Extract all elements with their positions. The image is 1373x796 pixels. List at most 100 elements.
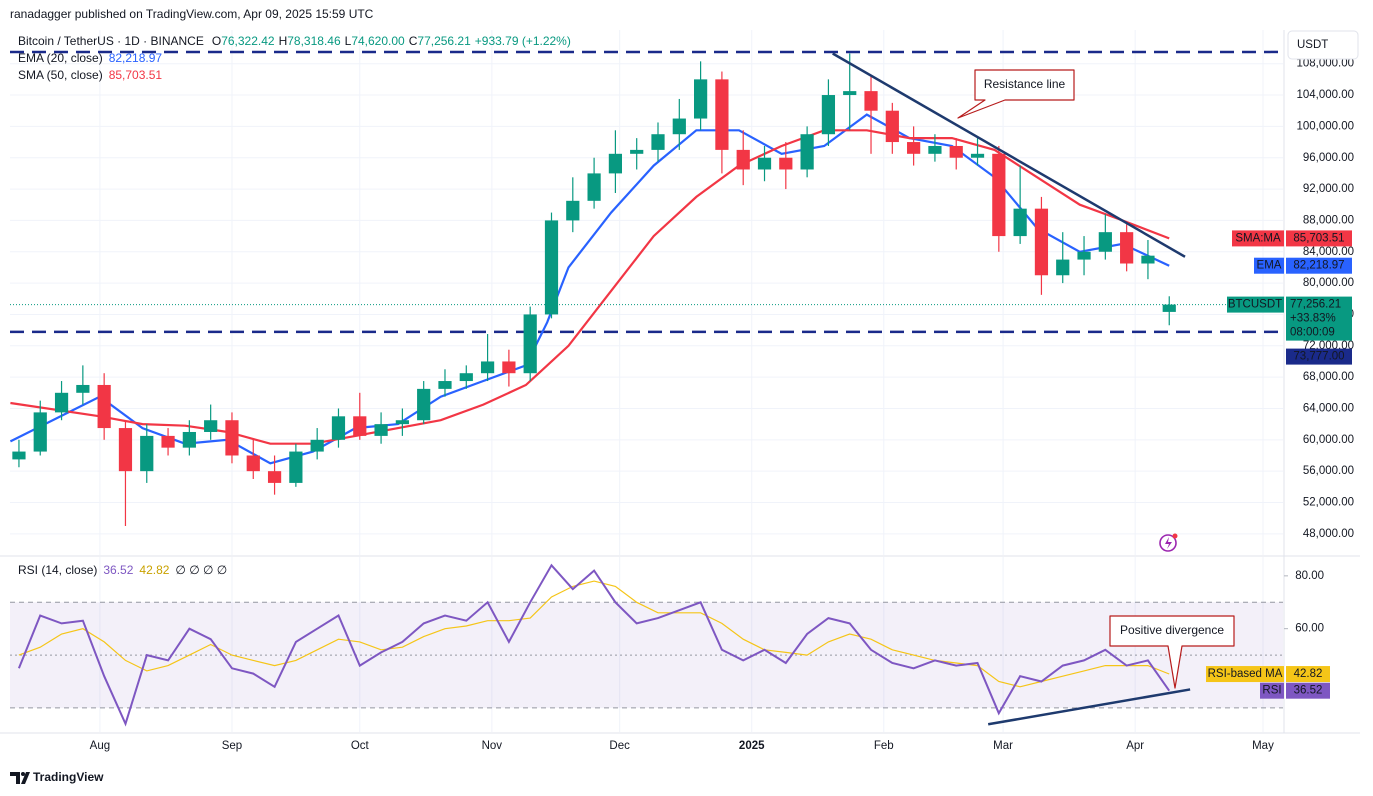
last-price-label-box bbox=[1227, 296, 1284, 313]
x-tick-label: Nov bbox=[482, 740, 503, 752]
rsi-legend-value: 42.82 bbox=[139, 563, 169, 577]
currency-label: USDT bbox=[1297, 39, 1328, 51]
indicator-value: 85,703.51 bbox=[109, 68, 163, 82]
y-tick-label: 64,000.00 bbox=[1303, 403, 1354, 415]
candle-body bbox=[438, 381, 452, 389]
candle-body bbox=[395, 420, 409, 425]
candle-body bbox=[630, 149, 644, 154]
ma-tag-label: SMA:MA bbox=[1235, 232, 1281, 244]
trend-line bbox=[987, 688, 1191, 726]
candle-body bbox=[225, 420, 239, 456]
candle-body bbox=[331, 416, 346, 440]
rsi-line bbox=[18, 580, 1170, 688]
x-tick-label: May bbox=[1252, 740, 1274, 752]
candle-body bbox=[289, 451, 303, 483]
candle-body bbox=[779, 157, 793, 170]
x-tick-label: Oct bbox=[351, 740, 370, 752]
indicator-legend: EMA (20, close) 82,218.97 bbox=[18, 51, 162, 65]
publisher-line: ranadagger published on TradingView.com,… bbox=[10, 7, 374, 21]
y-tick-label: 96,000.00 bbox=[1303, 152, 1354, 164]
candle-body bbox=[246, 455, 260, 472]
candle-body bbox=[928, 145, 942, 154]
candle-body bbox=[992, 153, 1006, 237]
candle-body bbox=[76, 384, 90, 393]
candle-body bbox=[417, 388, 431, 421]
x-tick-label: Sep bbox=[222, 740, 242, 752]
candle-body bbox=[949, 145, 963, 158]
rsi-tag-value: 36.52 bbox=[1294, 685, 1323, 697]
candle-body bbox=[566, 200, 580, 221]
ohlc-value: 76,322.42 bbox=[221, 34, 275, 48]
alert-icon-dot bbox=[1172, 533, 1178, 539]
brand-name: TradingView bbox=[33, 770, 104, 784]
callout-text: Positive divergence bbox=[1120, 623, 1224, 637]
candle-body bbox=[267, 471, 282, 483]
y-tick-label: 60.00 bbox=[1295, 623, 1324, 635]
rsi-tag-value-box bbox=[1286, 682, 1330, 699]
candle-body bbox=[800, 134, 814, 170]
rsi-tag-label-box bbox=[1206, 666, 1284, 683]
candle-body bbox=[1120, 232, 1134, 264]
candle-body bbox=[118, 428, 133, 472]
last-price-countdown: 08:00:09 bbox=[1290, 327, 1335, 339]
y-tick-label: 80,000.00 bbox=[1303, 277, 1354, 289]
candle-body bbox=[161, 435, 175, 448]
ohlc-key: L bbox=[345, 34, 352, 48]
x-tick-label: Mar bbox=[993, 740, 1013, 752]
candle-body bbox=[736, 149, 750, 170]
candle-body bbox=[1098, 232, 1112, 252]
brand-logo bbox=[10, 772, 30, 784]
ma-tag-label-box bbox=[1254, 257, 1284, 274]
indicator-name: EMA (20, close) bbox=[18, 51, 103, 65]
candle-body bbox=[480, 361, 495, 374]
ohlc-value: 78,318.46 bbox=[287, 34, 341, 48]
y-tick-label: 108,000.00 bbox=[1296, 58, 1354, 70]
y-tick-label: 68,000.00 bbox=[1303, 371, 1354, 383]
candle-body bbox=[502, 361, 516, 374]
rsi-placeholders: ∅ ∅ ∅ ∅ bbox=[175, 563, 227, 577]
candle-body bbox=[1077, 251, 1091, 260]
level-value-box bbox=[1286, 348, 1352, 365]
level-value: 73,777.00 bbox=[1293, 351, 1344, 363]
ma-tag-label: EMA bbox=[1257, 260, 1282, 272]
alert-icon bbox=[1159, 534, 1177, 552]
x-tick-label: Aug bbox=[90, 740, 110, 752]
callout-box bbox=[1109, 615, 1235, 689]
ohlc-key: C bbox=[409, 34, 418, 48]
y-tick-label: 80.00 bbox=[1295, 570, 1324, 582]
rsi-tag-label: RSI-based MA bbox=[1208, 668, 1283, 680]
callout-box bbox=[957, 69, 1075, 119]
candle-body bbox=[587, 173, 601, 201]
y-tick-label: 60,000.00 bbox=[1303, 434, 1354, 446]
indicator-legend: SMA (50, close) 85,703.51 bbox=[18, 68, 162, 82]
candle-body bbox=[907, 142, 921, 154]
ma-tag-value-box bbox=[1286, 257, 1352, 274]
candle-body bbox=[182, 431, 196, 448]
ma-tag-value-box bbox=[1286, 230, 1352, 247]
last-price-change: +33.83% bbox=[1290, 313, 1336, 325]
last-price-price: 77,256.21 bbox=[1290, 299, 1341, 311]
y-tick-label: 100,000.00 bbox=[1296, 120, 1354, 132]
moving-average-line bbox=[10, 129, 1170, 445]
ohlc-key: H bbox=[279, 34, 288, 48]
candle-body bbox=[1056, 259, 1070, 276]
candle-body bbox=[1141, 255, 1155, 264]
candle-body bbox=[54, 392, 69, 413]
candle-body bbox=[821, 95, 836, 135]
candle-body bbox=[459, 373, 473, 382]
symbol-legend: Bitcoin / TetherUS · 1D · BINANCE O76,322… bbox=[18, 34, 571, 48]
rsi-legend-value: 36.52 bbox=[103, 563, 133, 577]
candle-body bbox=[757, 157, 772, 170]
rsi-tag-label-box bbox=[1260, 682, 1284, 699]
candle-body bbox=[672, 118, 686, 135]
x-tick-label: Dec bbox=[609, 740, 630, 752]
moving-average-line bbox=[9, 113, 1170, 465]
candle-body bbox=[12, 451, 26, 460]
symbol-title: Bitcoin / TetherUS · 1D · BINANCE bbox=[18, 34, 204, 48]
candle-body bbox=[651, 134, 665, 150]
candle-body bbox=[1013, 208, 1027, 237]
brand-logo-dot bbox=[21, 772, 25, 776]
y-tick-label: 88,000.00 bbox=[1303, 214, 1354, 226]
candle-body bbox=[374, 424, 388, 436]
